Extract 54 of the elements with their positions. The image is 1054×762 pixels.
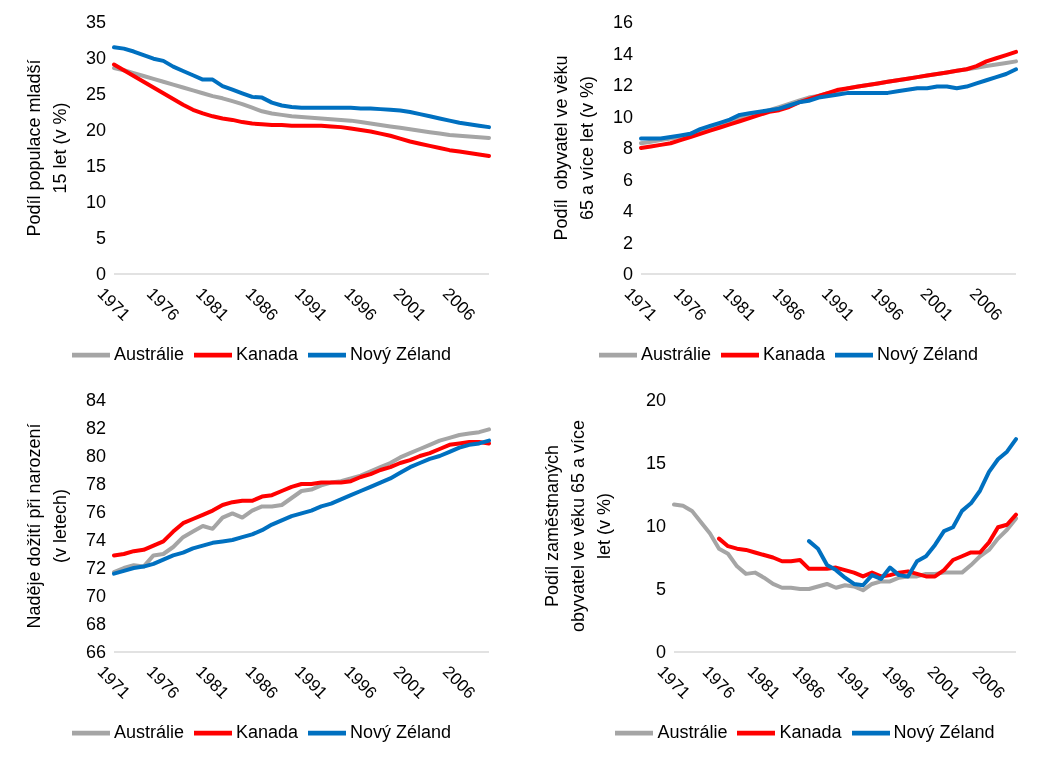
y-tick-label: 20 <box>645 390 666 411</box>
y-tick-label: 10 <box>85 192 106 213</box>
y-tick-label: 6 <box>622 169 633 190</box>
legend-label: Kanada <box>779 721 842 742</box>
y-tick-label: 84 <box>85 390 106 411</box>
legend-label: Nový Zéland <box>350 343 452 364</box>
y-tick-label: 20 <box>85 120 106 141</box>
y-tick-label: 25 <box>85 84 106 105</box>
line-series <box>807 437 1018 588</box>
legend-label: Kanada <box>235 343 299 364</box>
legend-label: Kanada <box>762 343 826 364</box>
y-tick-label: 76 <box>85 502 106 523</box>
y-tick-label: 30 <box>85 48 106 69</box>
y-tick-label: 80 <box>85 446 106 467</box>
line-series <box>672 502 1018 593</box>
y-tick-label: 70 <box>85 586 106 607</box>
y-tick-label: 15 <box>85 156 106 177</box>
legend-label: Austrálie <box>113 343 184 364</box>
y-tick-label: 82 <box>85 418 106 439</box>
y-tick-label: 35 <box>85 12 106 33</box>
legend-label: Austrálie <box>640 343 711 364</box>
y-tick-label: 68 <box>85 614 106 635</box>
legend-label: Austrálie <box>113 721 184 742</box>
y-tick-label: 5 <box>95 228 106 249</box>
legend-label: Austrálie <box>657 721 728 742</box>
y-tick-label: 0 <box>622 264 633 285</box>
line-series <box>112 66 491 140</box>
y-tick-label: 74 <box>85 530 106 551</box>
legend-label: Nový Zéland <box>877 343 979 364</box>
line-series <box>717 512 1018 579</box>
y-tick-label: 78 <box>85 474 106 495</box>
y-tick-label: 0 <box>655 642 666 663</box>
legend-label: Nový Zéland <box>893 721 995 742</box>
y-tick-label: 12 <box>612 75 633 96</box>
y-tick-label: 5 <box>655 579 666 600</box>
y-tick-label: 10 <box>645 516 666 537</box>
y-tick-label: 8 <box>622 138 633 159</box>
legend-label: Kanada <box>235 721 299 742</box>
y-tick-label: 4 <box>622 201 633 222</box>
legend-label: Nový Zéland <box>350 721 452 742</box>
y-axis-title: Podíl populace mladší 15 let (v %) <box>24 59 70 237</box>
y-tick-label: 14 <box>612 43 633 64</box>
y-axis-title: Podíl obyvatel ve věku 65 a více let (v %) <box>551 55 597 241</box>
line-series <box>112 45 491 130</box>
y-tick-label: 16 <box>612 12 633 33</box>
y-axis-title: Podíl zaměstnaných obyvatel ve věku 65 a více let (v %) <box>542 419 614 633</box>
y-tick-label: 10 <box>612 106 633 127</box>
line-series <box>112 62 491 158</box>
y-tick-label: 0 <box>95 264 106 285</box>
y-axis-title: Naděje dožití při narození (v letech) <box>24 423 70 629</box>
y-tick-label: 72 <box>85 558 106 579</box>
y-tick-label: 66 <box>85 642 106 663</box>
y-tick-label: 2 <box>622 232 633 253</box>
y-tick-label: 15 <box>645 453 666 474</box>
